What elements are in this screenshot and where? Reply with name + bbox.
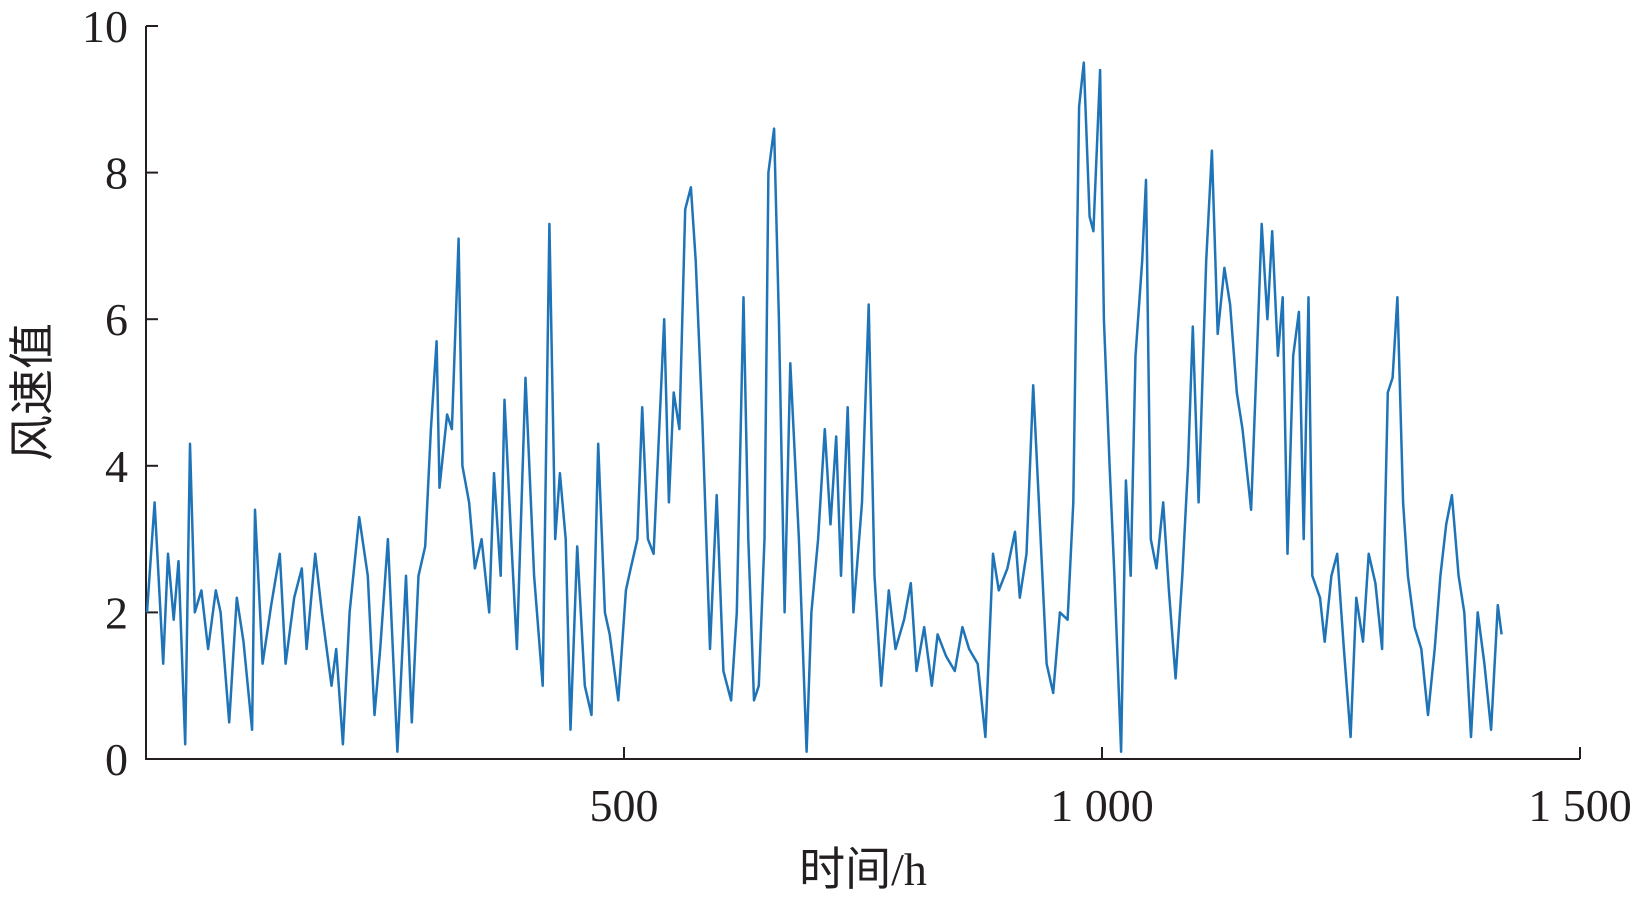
x-tick-label: 500: [590, 780, 659, 831]
x-tick-label: 1 500: [1528, 780, 1632, 831]
data-line: [145, 61, 1503, 753]
y-tick-label: 2: [105, 587, 128, 638]
y-tick-label: 0: [105, 734, 128, 785]
axes: [145, 26, 1580, 760]
y-tick-label: 10: [82, 1, 128, 52]
x-axis-label: 时间/h: [799, 844, 927, 895]
y-tick-label: 4: [105, 441, 128, 492]
x-tick-label: 1 000: [1050, 780, 1154, 831]
y-tick-label: 6: [105, 294, 128, 345]
y-tick-label: 8: [105, 148, 128, 199]
y-axis-label: 风速值: [7, 323, 58, 461]
